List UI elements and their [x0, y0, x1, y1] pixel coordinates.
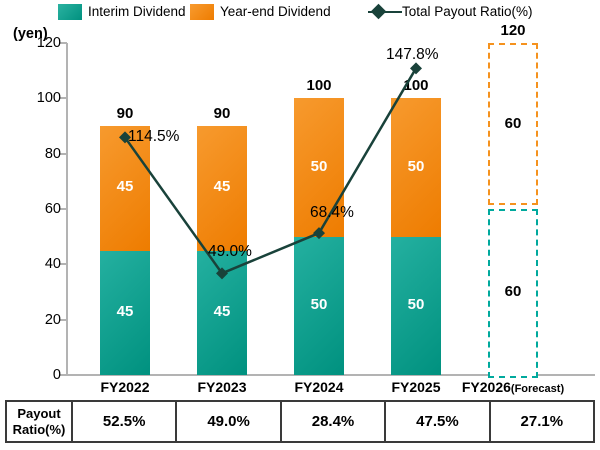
x-axis-label: FY2025 — [391, 379, 441, 395]
forecast-interim-bar — [488, 209, 538, 378]
x-axis-label: FY2026(Forecast) — [461, 379, 565, 395]
legend-item-yearend: Year-end Dividend — [190, 3, 331, 20]
interim-value-label: 45 — [213, 302, 231, 320]
y-axis-tick-label: 100 — [36, 90, 61, 107]
y-axis-tick-label: 60 — [44, 201, 61, 217]
x-axis-label-suffix: (Forecast) — [510, 383, 565, 395]
yearend-value-label: 60 — [504, 115, 522, 132]
y-axis-tick — [60, 208, 67, 210]
y-axis-tick-label: 20 — [44, 311, 61, 328]
interim-value-label: 45 — [116, 302, 134, 320]
payout-ratio-marker-icon — [368, 3, 402, 20]
x-axis-label: FY2022 — [100, 379, 150, 395]
x-axis-label: FY2023 — [197, 379, 247, 395]
table-cell-fy2026: 27.1% — [488, 402, 593, 441]
table-cell-fy2022: 52.5% — [71, 402, 175, 441]
x-axis-line — [60, 374, 595, 376]
payout-ratio-value-label: 68.4% — [310, 204, 354, 222]
legend-item-payout-ratio: Total Payout Ratio(%) — [368, 3, 533, 20]
bar-total-label: 100 — [306, 77, 332, 95]
payout-ratio-value-label: 49.0% — [208, 243, 252, 261]
forecast-yearend-bar — [488, 43, 538, 205]
bar-total-label: 90 — [116, 105, 134, 122]
y-axis-tick-label: 120 — [36, 35, 61, 51]
yearend-value-label: 45 — [213, 178, 231, 196]
table-header-cell: Payout Ratio(%) — [7, 402, 71, 441]
yearend-value-label: 50 — [407, 157, 425, 175]
yearend-dividend-swatch-icon — [190, 3, 214, 20]
bar-total-label: 90 — [213, 105, 231, 122]
payout-ratio-value-label: 147.8% — [386, 46, 439, 64]
interim-dividend-swatch-icon — [58, 3, 82, 20]
interim-value-label: 50 — [407, 295, 425, 313]
y-axis-tick — [60, 318, 67, 321]
y-axis-tick-label: 40 — [44, 256, 61, 273]
y-axis-line — [66, 43, 68, 375]
x-axis-label: FY2024 — [294, 379, 344, 395]
y-axis-tick-label: 0 — [52, 367, 61, 383]
table-cell-fy2024: 28.4% — [279, 402, 384, 441]
y-axis-tick — [60, 374, 67, 376]
interim-value-label: 60 — [504, 283, 522, 300]
legend-label-yearend: Year-end Dividend — [220, 4, 331, 19]
y-axis-tick — [60, 42, 67, 44]
table-cell-fy2023: 49.0% — [175, 402, 279, 441]
y-axis-unit-label: (yen) — [13, 26, 48, 42]
payout-ratio-table: Payout Ratio(%) 52.5% 49.0% 28.4% 47.5% … — [5, 400, 595, 443]
y-axis-tick — [60, 97, 67, 100]
table-cell-fy2025: 47.5% — [384, 402, 488, 441]
y-axis-tick — [60, 152, 67, 155]
yearend-value-label: 50 — [310, 157, 328, 175]
yearend-value-label: 45 — [116, 178, 134, 196]
bar-total-label: 120 — [500, 22, 526, 39]
payout-ratio-value-label: 114.5% — [128, 128, 180, 146]
legend-label-interim: Interim Dividend — [88, 4, 186, 19]
y-axis-tick-label: 80 — [44, 145, 61, 162]
interim-value-label: 50 — [310, 295, 328, 313]
legend-label-payout-ratio: Total Payout Ratio(%) — [402, 4, 533, 19]
table-header-line2: Ratio(%) — [12, 421, 66, 437]
table-header-line1: Payout — [17, 405, 61, 421]
legend-item-interim: Interim Dividend — [58, 3, 186, 20]
bar-total-label: 100 — [403, 77, 429, 95]
y-axis-tick — [60, 263, 67, 266]
